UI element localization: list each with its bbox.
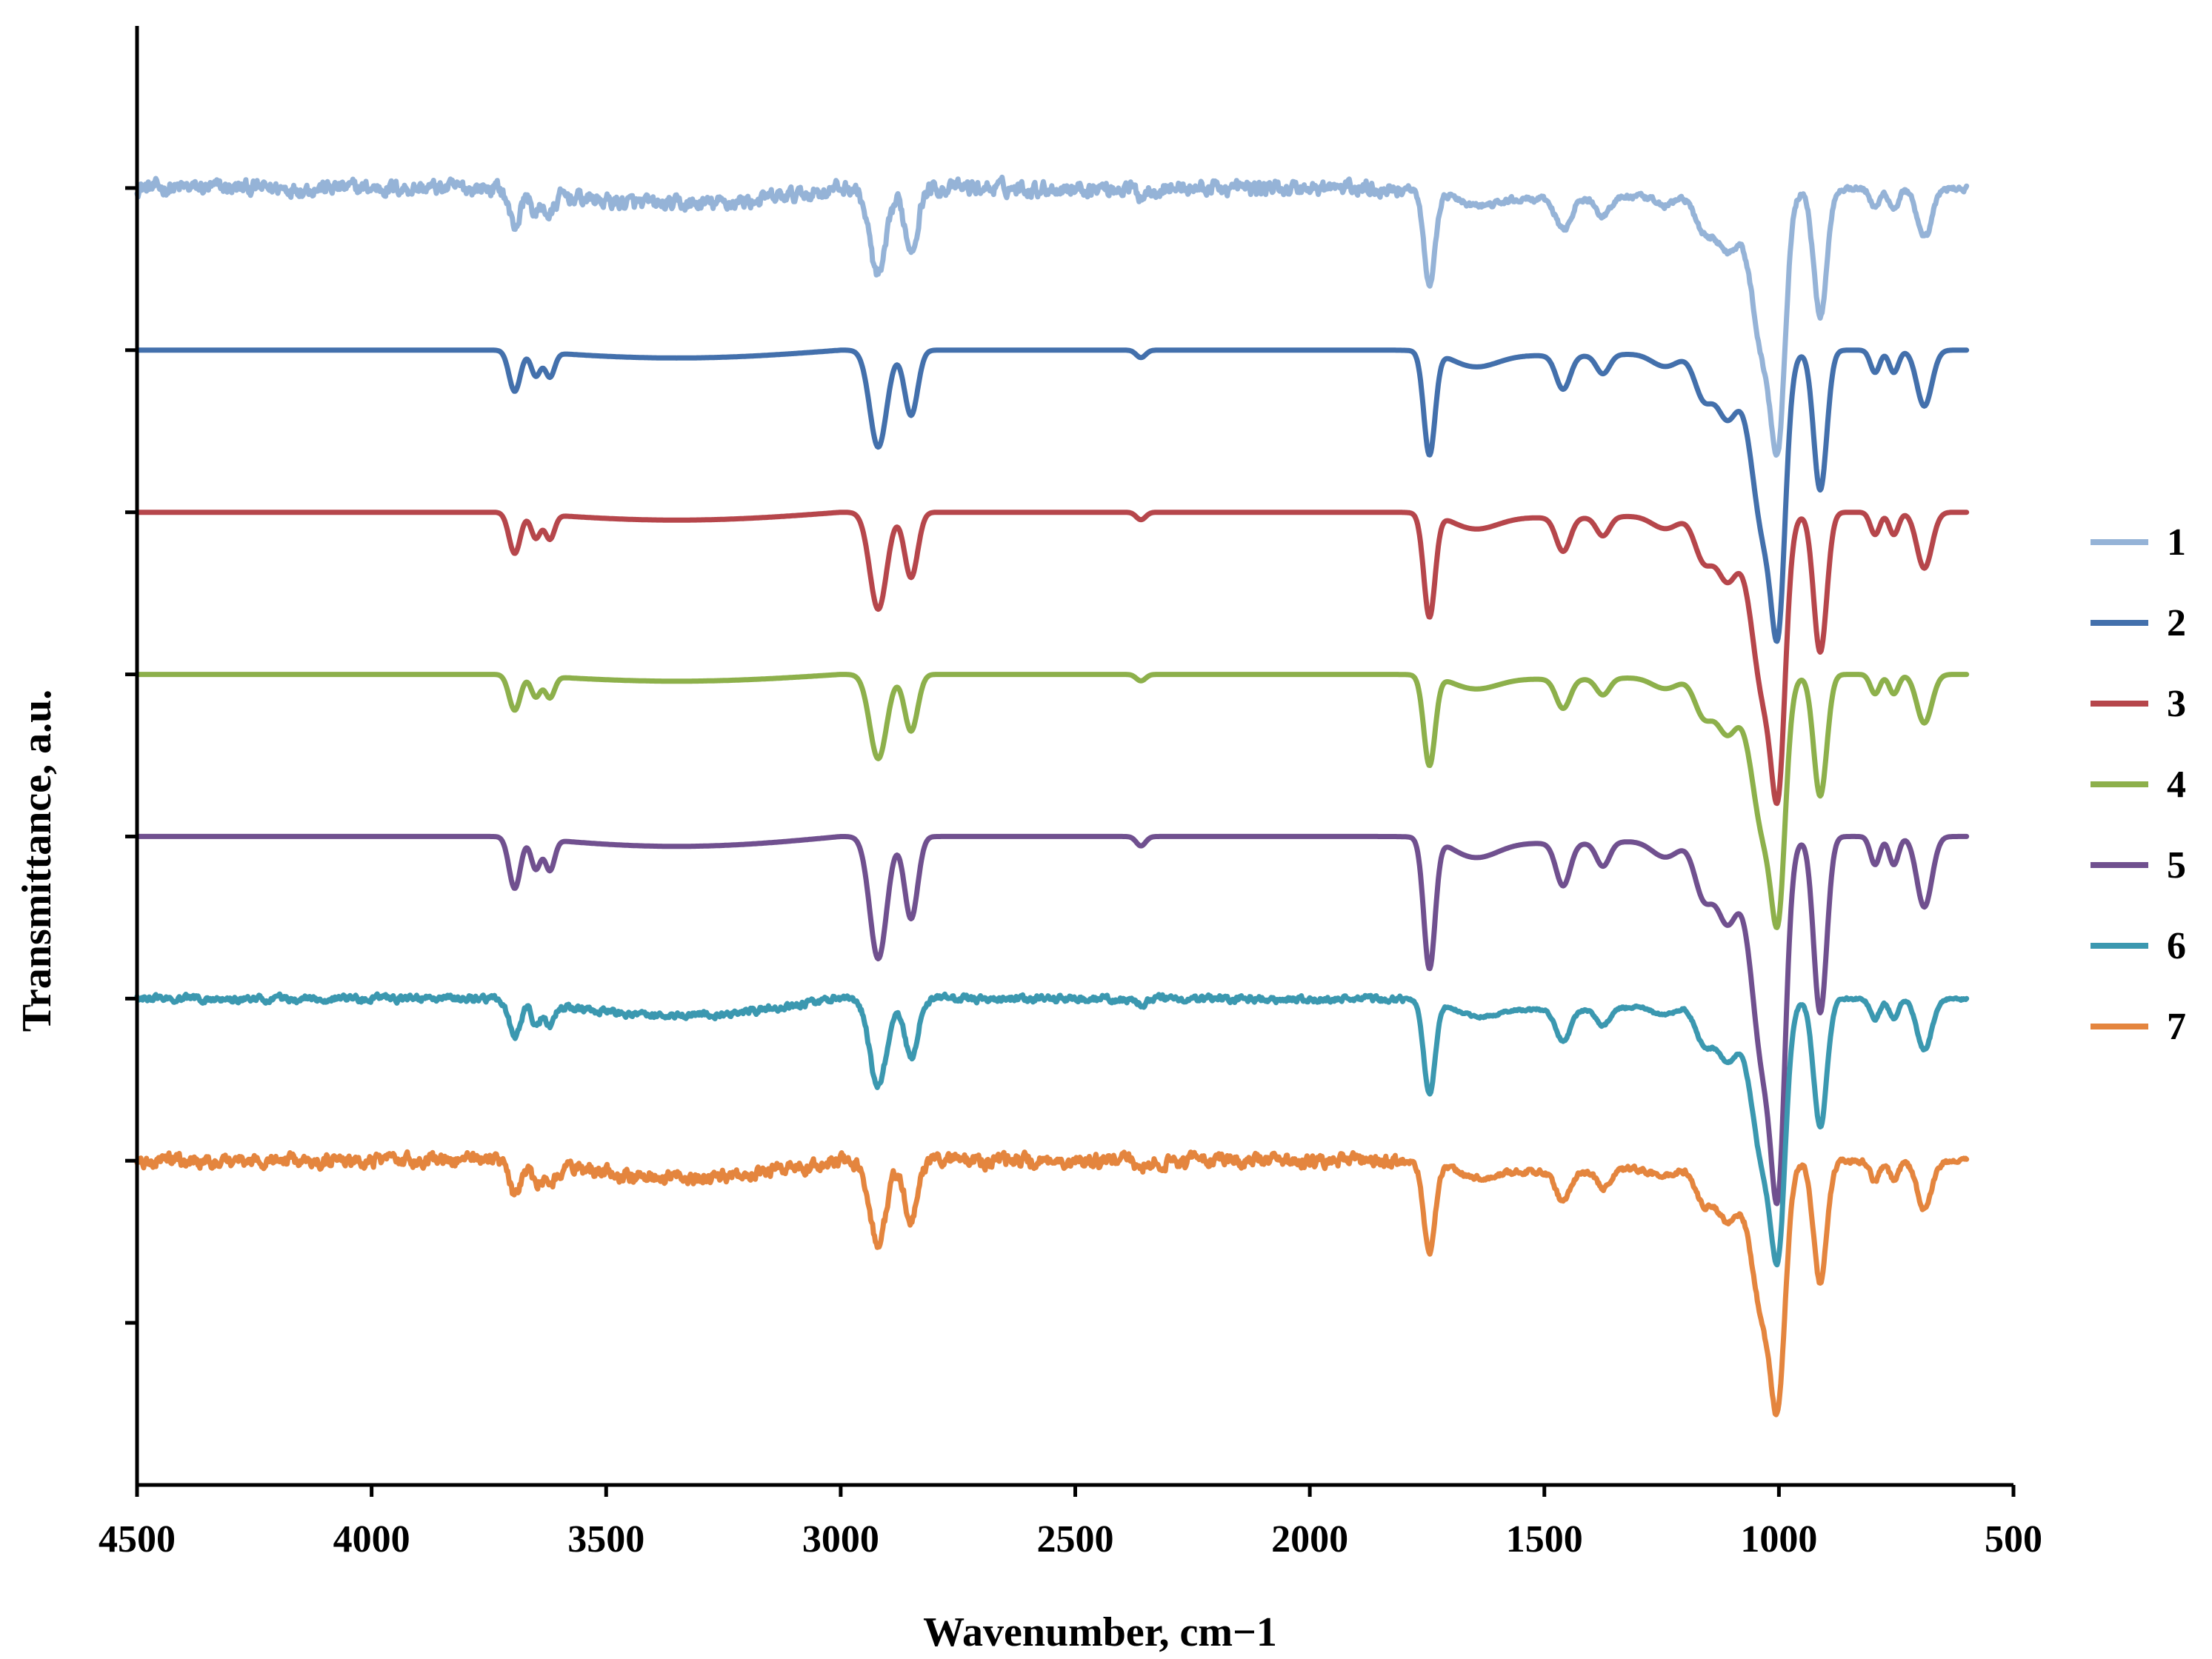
- series-7-line: [134, 1149, 1970, 1418]
- legend-label: 7: [2167, 1006, 2186, 1048]
- legend-item-4: 4: [2091, 764, 2186, 806]
- x-tick-label: 3000: [802, 1518, 879, 1560]
- x-tick-label: 1500: [1506, 1518, 1583, 1560]
- series-5-line: [134, 833, 1970, 1206]
- x-tick-label: 4500: [99, 1518, 176, 1560]
- legend-item-2: 2: [2091, 602, 2186, 644]
- legend-label: 1: [2167, 521, 2186, 564]
- x-tick-label: 500: [1985, 1518, 2042, 1560]
- legend-label: 6: [2167, 925, 2186, 967]
- series-2-line: [134, 347, 1970, 644]
- x-axis-title: Wavenumber, cm−1: [923, 1609, 1277, 1655]
- legend-item-6: 6: [2091, 925, 2186, 967]
- x-tick-label: 1000: [1740, 1518, 1817, 1560]
- legend-label: 2: [2167, 602, 2186, 644]
- legend-item-3: 3: [2091, 683, 2186, 725]
- x-tick-label: 2500: [1037, 1518, 1114, 1560]
- legend: 1 2 3 4 5 6 7: [2091, 521, 2186, 1048]
- legend-label: 3: [2167, 683, 2186, 725]
- legend-label: 5: [2167, 844, 2186, 887]
- x-tick-label: 2000: [1271, 1518, 1348, 1560]
- series-6-line: [134, 991, 1970, 1268]
- series-4-line: [134, 672, 1970, 930]
- series-1-line: [134, 174, 1970, 458]
- legend-label: 4: [2167, 764, 2186, 806]
- series-layer: [134, 174, 1970, 1418]
- x-tick-label: 3500: [567, 1518, 644, 1560]
- axes-layer: 4500 4000 3500 3000 2500 2000 1500 1000 500: [99, 26, 2042, 1560]
- x-tick-label: 4000: [333, 1518, 410, 1560]
- y-axis-title: Transmittance, a.u.: [14, 690, 60, 1032]
- legend-item-1: 1: [2091, 521, 2186, 564]
- series-3-line: [134, 510, 1970, 807]
- legend-item-5: 5: [2091, 844, 2186, 887]
- legend-item-7: 7: [2091, 1006, 2186, 1048]
